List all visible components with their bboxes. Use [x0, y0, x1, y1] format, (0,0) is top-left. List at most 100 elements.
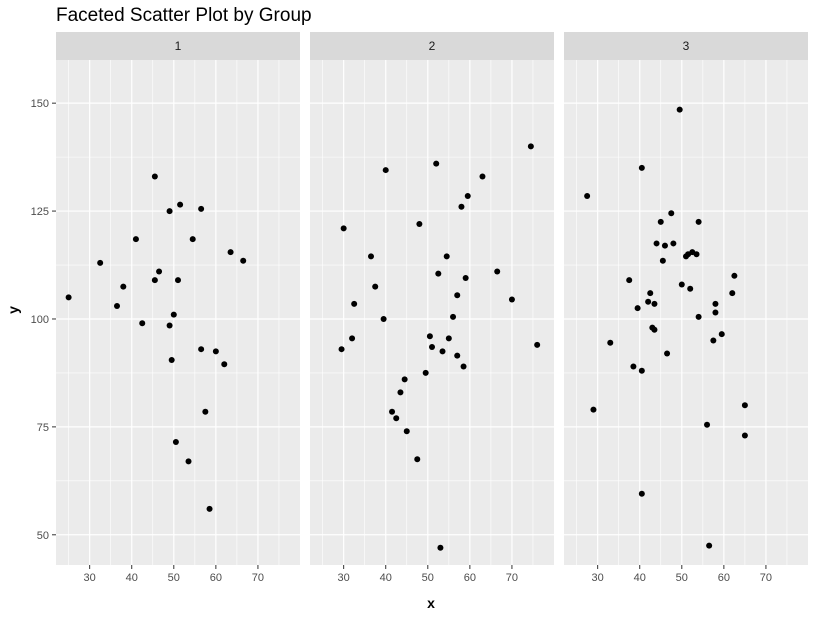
data-point	[584, 192, 591, 199]
data-point	[202, 408, 209, 415]
data-point	[450, 313, 457, 320]
data-point	[170, 311, 177, 318]
data-point	[416, 221, 423, 228]
data-point	[668, 210, 675, 217]
x-tick-label: 30	[338, 572, 350, 584]
data-point	[185, 458, 192, 465]
data-point	[156, 268, 163, 275]
data-point	[351, 300, 358, 307]
data-point	[638, 490, 645, 497]
data-point	[687, 285, 694, 292]
data-point	[494, 268, 501, 275]
data-point	[189, 236, 196, 243]
data-point	[445, 335, 452, 342]
data-point	[426, 333, 433, 340]
y-tick-label: 125	[31, 206, 49, 218]
data-point	[626, 277, 633, 284]
x-tick-label: 70	[252, 572, 264, 584]
data-point	[741, 432, 748, 439]
data-point	[175, 277, 181, 284]
data-point	[630, 363, 637, 370]
data-point	[403, 428, 410, 435]
data-point	[651, 326, 658, 333]
data-point	[429, 344, 435, 351]
x-axes: 30 40 50 60 70 30 40 50 60 70 30 40 50 60 70	[84, 565, 772, 584]
x-tick-label: 30	[84, 572, 96, 584]
data-point	[372, 283, 379, 290]
data-point	[638, 367, 645, 374]
data-point	[139, 320, 146, 327]
data-point	[439, 348, 446, 355]
chart-title: Faceted Scatter Plot by Group	[56, 5, 312, 26]
x-tick-label: 50	[168, 572, 180, 584]
x-tick-label: 40	[126, 572, 138, 584]
data-point	[382, 167, 389, 174]
data-point	[393, 415, 400, 422]
data-point	[664, 350, 671, 357]
x-tick-label: 70	[506, 572, 518, 584]
data-point	[704, 421, 711, 428]
data-point	[479, 173, 486, 180]
facet-strip	[56, 32, 300, 60]
data-point	[151, 277, 158, 284]
data-point	[651, 300, 658, 307]
facet-strip-label: 3	[683, 39, 690, 53]
x-tick-label: 60	[210, 572, 222, 584]
data-point	[460, 363, 467, 370]
data-point	[695, 218, 702, 225]
data-point	[638, 164, 645, 171]
facet-strip	[310, 32, 554, 60]
x-tick-label: 60	[464, 572, 476, 584]
data-point	[695, 313, 702, 320]
data-point	[389, 408, 396, 415]
data-point	[397, 389, 404, 396]
data-point	[710, 337, 717, 344]
data-point	[172, 438, 179, 445]
data-point	[657, 218, 664, 225]
data-point	[458, 203, 465, 210]
data-point	[114, 303, 120, 310]
data-point	[349, 335, 356, 342]
x-tick-label: 50	[676, 572, 688, 584]
data-point	[221, 361, 228, 368]
data-point	[712, 300, 719, 307]
data-point	[712, 309, 719, 316]
panel-background	[56, 60, 300, 565]
y-tick-label: 75	[37, 422, 49, 434]
data-point	[676, 106, 683, 113]
facet-panel-3: 3	[564, 32, 808, 565]
facet-panel-2: 2	[310, 32, 554, 565]
x-tick-label: 30	[592, 572, 604, 584]
data-point	[647, 290, 654, 297]
y-tick-label: 150	[31, 98, 49, 110]
data-point	[508, 296, 515, 303]
data-point	[338, 346, 345, 353]
data-point	[340, 225, 347, 232]
data-point	[534, 341, 541, 348]
data-point	[741, 402, 748, 409]
data-point	[435, 270, 442, 277]
data-point	[607, 339, 614, 346]
facet-panel-1: 1	[56, 32, 300, 565]
data-point	[177, 201, 184, 208]
data-point	[527, 143, 534, 150]
data-point	[380, 315, 387, 322]
data-point	[166, 208, 173, 215]
data-point	[678, 281, 685, 288]
data-point	[97, 259, 104, 266]
data-point	[198, 346, 205, 353]
panel-background	[564, 60, 808, 565]
data-point	[206, 505, 213, 512]
data-point	[437, 544, 444, 551]
data-point	[661, 242, 668, 249]
x-tick-label: 50	[422, 572, 434, 584]
data-point	[120, 283, 127, 290]
data-point	[65, 294, 72, 301]
x-tick-label: 40	[634, 572, 646, 584]
x-tick-label: 70	[760, 572, 772, 584]
data-point	[443, 253, 450, 260]
data-point	[462, 274, 469, 281]
y-tick-label: 50	[37, 530, 49, 542]
data-point	[634, 305, 641, 312]
